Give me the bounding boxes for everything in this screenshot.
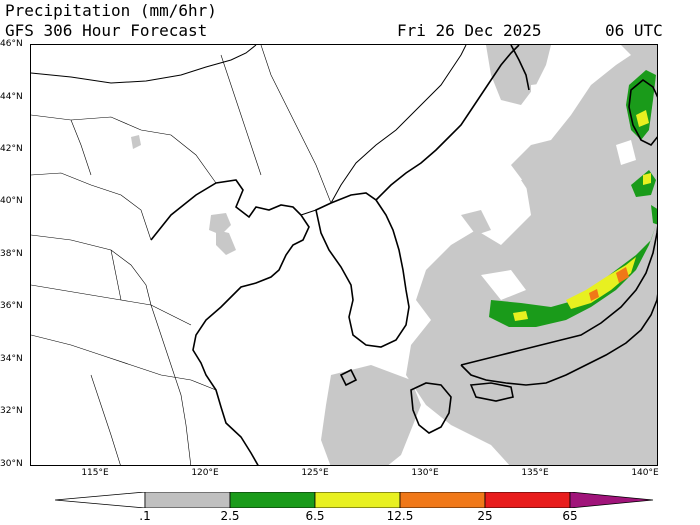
lon-label-125: 125°E <box>301 468 329 478</box>
country-borders <box>31 45 467 216</box>
lat-label-32: 32°N <box>0 406 23 416</box>
colorbar-segment-0 <box>55 492 146 508</box>
lat-label-38: 38°N <box>0 249 23 259</box>
lat-label-30: 30°N <box>0 459 23 469</box>
colorbar-label-12.5: 12.5 <box>386 509 414 523</box>
lon-label-120: 120°E <box>191 468 219 478</box>
map-title: Precipitation (mm/6hr) <box>5 1 217 20</box>
dry-pockets <box>481 80 636 300</box>
lon-label-135: 135°E <box>521 468 549 478</box>
heavy-precip-layer <box>513 110 651 321</box>
very-heavy-precip-layer <box>589 267 629 301</box>
colorbar-label-0.1: .1 <box>139 509 151 523</box>
lon-label-115: 115°E <box>81 468 109 478</box>
colorbar-label-65: 65 <box>562 509 578 523</box>
coastlines <box>150 45 657 465</box>
light-precip-layer <box>131 45 657 465</box>
valid-time: 06 UTC <box>605 21 663 40</box>
lat-label-46: 46°N <box>0 39 23 49</box>
lon-label-140: 140°E <box>631 468 659 478</box>
colorbar-segment-1 <box>144 492 231 508</box>
province-borders <box>31 45 332 465</box>
forecast-label: GFS 306 Hour Forecast <box>5 21 208 40</box>
colorbar-segment-4 <box>399 492 486 508</box>
precipitation-colorbar <box>55 492 654 508</box>
colorbar-segment-6 <box>569 492 654 508</box>
lon-label-130: 130°E <box>411 468 439 478</box>
colorbar-label-2.5: 2.5 <box>220 509 240 523</box>
colorbar-segment-3 <box>314 492 401 508</box>
precipitation-map <box>30 44 658 466</box>
lat-label-44: 44°N <box>0 92 23 102</box>
lat-label-36: 36°N <box>0 301 23 311</box>
colorbar-label-6.5: 6.5 <box>305 509 325 523</box>
lat-label-40: 40°N <box>0 196 23 206</box>
colorbar-segment-5 <box>484 492 571 508</box>
colorbar-segment-2 <box>229 492 316 508</box>
lat-label-34: 34°N <box>0 354 23 364</box>
valid-date: Fri 26 Dec 2025 <box>397 21 542 40</box>
lat-label-42: 42°N <box>0 144 23 154</box>
colorbar-label-25: 25 <box>477 509 493 523</box>
